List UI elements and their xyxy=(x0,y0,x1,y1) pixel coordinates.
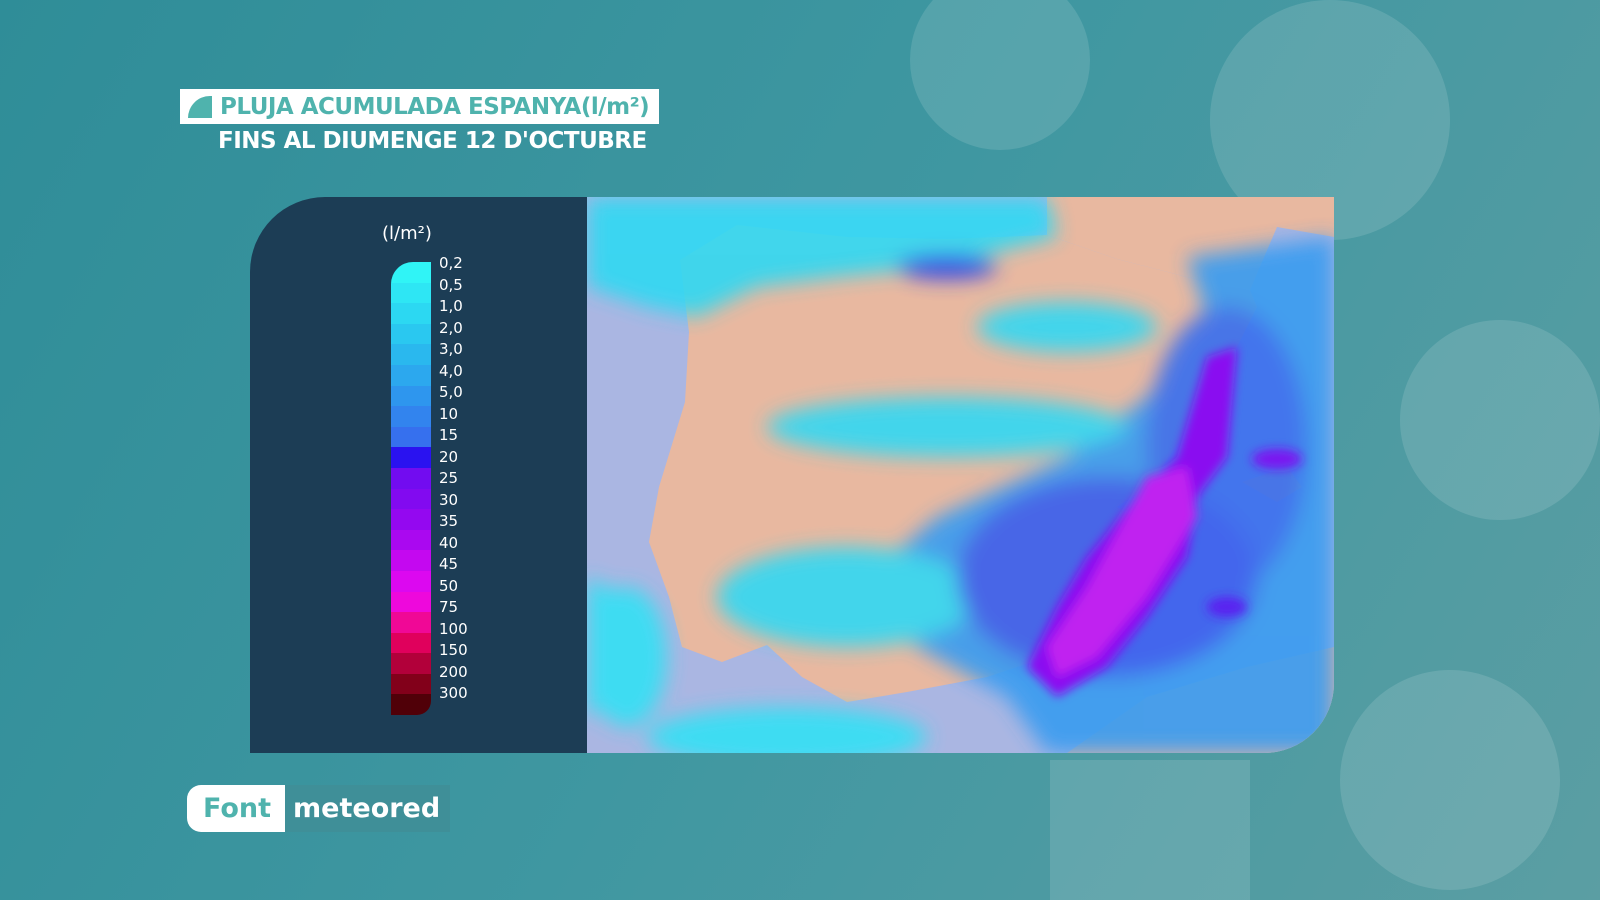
legend-label: 0,2 xyxy=(439,254,463,272)
color-band xyxy=(391,323,431,345)
legend-label: 300 xyxy=(439,684,468,702)
leaf-icon xyxy=(188,95,212,118)
color-band xyxy=(391,632,431,654)
color-band xyxy=(391,550,431,571)
legend-labels: 0,2 0,5 1,0 2,0 3,0 4,0 5,0 10 15 20 25 30 35 40 45 50 7… xyxy=(439,253,468,705)
color-band xyxy=(391,694,431,715)
color-band xyxy=(391,570,431,592)
legend-label: 2,0 xyxy=(439,318,463,337)
legend-label: 100 xyxy=(439,619,468,638)
legend-label: 10 xyxy=(439,404,459,423)
color-band xyxy=(391,488,431,510)
legend-panel: (l/m²) 0,2 0,5 1,0 2,0 3,0 4,0 5,0 10 15 20 25 30 35… xyxy=(250,197,587,753)
legend-label: 75 xyxy=(439,598,459,616)
legend-label: 45 xyxy=(439,555,459,573)
legend-label: 4,0 xyxy=(439,361,463,380)
color-band xyxy=(391,364,431,386)
color-band xyxy=(391,529,431,551)
legend-label: 35 xyxy=(439,512,459,530)
color-band xyxy=(391,385,431,407)
legend-label: 150 xyxy=(439,641,468,659)
color-band xyxy=(391,406,431,427)
heavy-rain-overlay xyxy=(1027,347,1302,697)
legend-label: 15 xyxy=(439,426,459,444)
legend-label: 20 xyxy=(439,447,459,466)
color-band xyxy=(391,426,431,448)
legend-label: 40 xyxy=(439,533,459,552)
page-title: PLUJA ACUMULADA ESPANYA(l/m²) xyxy=(220,93,650,120)
legend-unit: (l/m²) xyxy=(382,223,432,244)
precipitation-map xyxy=(587,197,1334,753)
color-band xyxy=(391,282,431,304)
color-scale-bar xyxy=(391,262,431,715)
source-name: meteored xyxy=(285,785,451,832)
color-band xyxy=(391,447,431,468)
legend-label: 3,0 xyxy=(439,340,463,358)
page-subtitle: FINS AL DIUMENGE 12 D'OCTUBRE xyxy=(218,128,647,154)
title-banner: PLUJA ACUMULADA ESPANYA(l/m²) xyxy=(180,89,660,124)
color-band xyxy=(391,653,431,674)
legend-label: 5,0 xyxy=(439,383,463,401)
color-band xyxy=(391,303,431,324)
color-band xyxy=(391,673,431,695)
color-band xyxy=(391,591,431,613)
color-band xyxy=(391,612,431,633)
source-label: Font xyxy=(187,785,286,832)
color-band xyxy=(391,262,431,283)
legend-label: 25 xyxy=(439,469,459,487)
legend-label: 0,5 xyxy=(439,275,463,294)
legend-label: 30 xyxy=(439,490,459,509)
color-band xyxy=(391,509,431,530)
legend-label: 50 xyxy=(439,576,459,595)
legend-label: 200 xyxy=(439,662,468,681)
france xyxy=(1047,197,1334,290)
source-credit: Font meteored xyxy=(187,785,451,832)
color-band xyxy=(391,467,431,489)
legend-label: 1,0 xyxy=(439,297,463,315)
color-band xyxy=(391,344,431,365)
